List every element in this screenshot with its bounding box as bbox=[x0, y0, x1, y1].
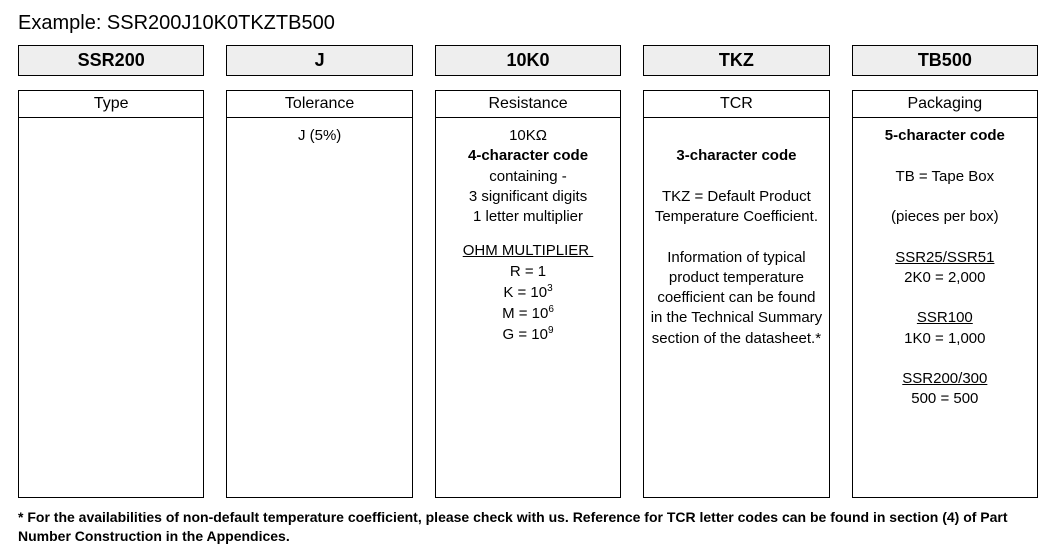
column-resistance: 10K0 Resistance 10KΩ4-character codecont… bbox=[435, 45, 621, 498]
code-box-tolerance: J bbox=[226, 45, 412, 76]
code-box-type: SSR200 bbox=[18, 45, 204, 76]
label-box-packaging: Packaging bbox=[852, 90, 1038, 118]
column-tolerance: J Tolerance J (5%) bbox=[226, 45, 412, 498]
column-packaging: TB500 Packaging 5-character code TB = Ta… bbox=[852, 45, 1038, 498]
body-box-tcr: 3-character code TKZ = Default ProductTe… bbox=[643, 118, 829, 498]
body-box-type bbox=[18, 118, 204, 498]
code-box-resistance: 10K0 bbox=[435, 45, 621, 76]
example-line: Example: SSR200J10K0TKZTB500 bbox=[18, 12, 1038, 35]
label-box-resistance: Resistance bbox=[435, 90, 621, 118]
column-tcr: TKZ TCR 3-character code TKZ = Default P… bbox=[643, 45, 829, 498]
column-type: SSR200 Type bbox=[18, 45, 204, 498]
code-box-packaging: TB500 bbox=[852, 45, 1038, 76]
columns-container: SSR200 Type J Tolerance J (5%) 10K0 Resi… bbox=[18, 45, 1038, 498]
label-box-type: Type bbox=[18, 90, 204, 118]
body-box-tolerance: J (5%) bbox=[226, 118, 412, 498]
label-box-tcr: TCR bbox=[643, 90, 829, 118]
footnote: * For the availabilities of non-default … bbox=[18, 508, 1038, 546]
body-box-packaging: 5-character code TB = Tape Box (pieces p… bbox=[852, 118, 1038, 498]
body-box-resistance: 10KΩ4-character codecontaining -3 signif… bbox=[435, 118, 621, 498]
label-box-tolerance: Tolerance bbox=[226, 90, 412, 118]
code-box-tcr: TKZ bbox=[643, 45, 829, 76]
